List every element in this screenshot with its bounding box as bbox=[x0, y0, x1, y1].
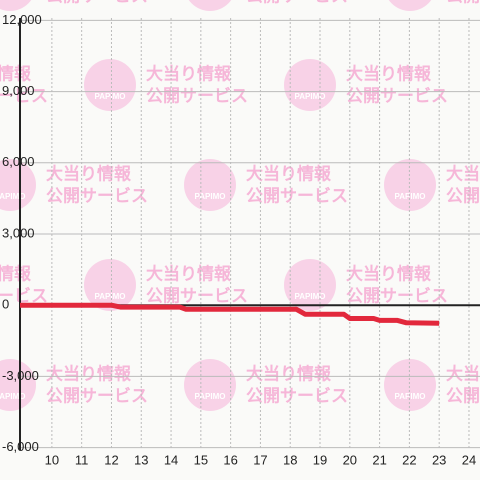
x-tick-label: 15 bbox=[194, 452, 208, 467]
x-tick-label: 17 bbox=[253, 452, 267, 467]
watermark-badge bbox=[384, 359, 436, 411]
watermark-badge bbox=[188, 0, 232, 11]
watermark-badge-text: PAPIMO bbox=[195, 392, 226, 401]
watermark-text: 公開サービス bbox=[346, 86, 448, 105]
watermark-text: 大当り情報 bbox=[146, 263, 232, 283]
watermark-text: 公開サービス bbox=[446, 386, 480, 405]
watermark-text: 公開サービス bbox=[46, 186, 148, 205]
x-tick-label: 19 bbox=[313, 452, 327, 467]
x-tick-label: 22 bbox=[402, 452, 416, 467]
watermark-badge bbox=[284, 259, 336, 311]
watermark-badge bbox=[184, 159, 236, 211]
watermark-badge bbox=[84, 59, 136, 111]
watermark-text: 公開サービス bbox=[246, 386, 348, 405]
watermark-text: 公開サービス bbox=[246, 186, 348, 205]
y-tick-label: -6,000 bbox=[2, 439, 39, 454]
watermark-badge-text: PAPIMO bbox=[195, 0, 226, 1]
watermark-badge-text: PAPIMO bbox=[295, 92, 326, 101]
x-tick-label: 11 bbox=[75, 452, 89, 467]
watermark-badge-text: PAPIMO bbox=[95, 292, 126, 301]
watermark-badge bbox=[0, 359, 36, 411]
grid bbox=[19, 18, 480, 450]
watermark-badge bbox=[184, 359, 236, 411]
y-tick-label: 0 bbox=[2, 297, 9, 312]
watermark-text: 大当り情報 bbox=[446, 163, 480, 183]
watermark-text: 公開サービス bbox=[346, 286, 448, 305]
watermark-text: 大当り情報 bbox=[146, 63, 232, 83]
data-line bbox=[20, 302, 440, 326]
watermark-badge bbox=[284, 59, 336, 111]
x-tick-label: 24 bbox=[462, 452, 476, 467]
watermark-text: 大当り情報 bbox=[0, 63, 32, 83]
watermark-badge-text: PAPIMO bbox=[295, 292, 326, 301]
watermark-text: 大当り情報 bbox=[46, 163, 132, 183]
watermark-badge bbox=[0, 159, 36, 211]
watermark-text: 公開サービス bbox=[246, 0, 348, 5]
watermark-text: 大当り情報 bbox=[46, 363, 132, 383]
watermark-text: 大当り情報 bbox=[446, 363, 480, 383]
x-tick-label: 14 bbox=[164, 452, 178, 467]
y-tick-label: -3,000 bbox=[2, 368, 39, 383]
x-tick-label: 23 bbox=[432, 452, 446, 467]
watermark-badge-text: PAPIMO bbox=[95, 92, 126, 101]
watermark-badge bbox=[388, 0, 432, 11]
x-tick-label: 21 bbox=[372, 452, 386, 467]
watermark-text: 大当り情報 bbox=[246, 163, 332, 183]
watermark-badge-text: PAPIMO bbox=[0, 192, 25, 201]
watermark-badge-text: PAPIMO bbox=[195, 192, 226, 201]
plot: 10 11 12 13 14 15 16 17 18 19 20 21 22 23 24 12,000 9,00… bbox=[2, 12, 476, 468]
watermark-badge bbox=[0, 0, 32, 11]
watermark-badge bbox=[84, 259, 136, 311]
x-tick-label: 10 bbox=[45, 452, 59, 467]
y-tick-label: 9,000 bbox=[2, 83, 35, 98]
watermark-text: 公開サービス bbox=[446, 186, 480, 205]
watermark-text: 公開サービス bbox=[146, 86, 248, 105]
x-tick-label: 12 bbox=[104, 452, 118, 467]
watermark-badge-text: PAPIMO bbox=[395, 392, 426, 401]
watermark-badge-text: PAPIMO bbox=[0, 0, 25, 1]
watermark-badge-text: PAPIMO bbox=[0, 392, 25, 401]
watermark-text: 大当り情報 bbox=[346, 63, 432, 83]
watermark-text: 大当り情報 bbox=[346, 263, 432, 283]
y-tick-label: 3,000 bbox=[2, 225, 35, 240]
watermark-text: 公開サービス bbox=[46, 386, 148, 405]
watermark-text: 大当り情報 bbox=[0, 263, 32, 283]
watermark-text: 公開サービス bbox=[146, 286, 248, 305]
x-tick-label: 20 bbox=[343, 452, 357, 467]
y-tick-label: 6,000 bbox=[2, 154, 35, 169]
watermark-text: 公開サービス bbox=[0, 286, 48, 305]
watermark-text: 大当り情報 bbox=[246, 363, 332, 383]
watermark-badge-text: PAPIMO bbox=[395, 0, 426, 1]
watermark-text: 公開サービス bbox=[446, 0, 480, 5]
x-tick-label: 16 bbox=[223, 452, 237, 467]
x-tick-label: 18 bbox=[283, 452, 297, 467]
y-tick-label: 12,000 bbox=[2, 12, 42, 27]
watermarks: PAPIMO大当り情報公開サービスPAPIMO大当り情報公開サービスPAPIMO… bbox=[0, 0, 480, 411]
x-tick-label: 13 bbox=[134, 452, 148, 467]
watermark-text: 公開サービス bbox=[46, 0, 148, 5]
watermark-badge bbox=[384, 159, 436, 211]
watermark-badge-text: PAPIMO bbox=[395, 192, 426, 201]
